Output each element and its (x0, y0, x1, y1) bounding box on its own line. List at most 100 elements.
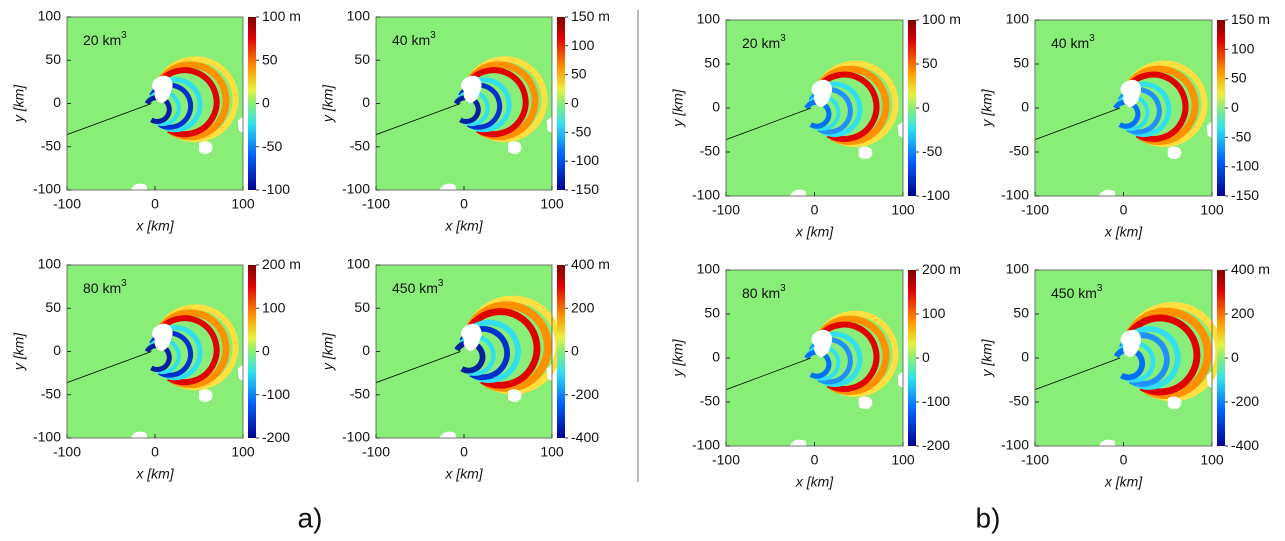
x-tick-label: -100 (1021, 202, 1049, 218)
colorbar-tick-label: 200 (571, 299, 595, 315)
colorbar-value: -400 (571, 429, 599, 445)
colorbar-tick-label: -100 (922, 187, 950, 203)
y-axis-label: y [km] (670, 88, 686, 127)
colorbar-tick-label: 100 (262, 299, 286, 315)
y-tick-label: -100 (1001, 437, 1029, 453)
x-tick-label: 100 (231, 196, 255, 212)
y-axis-label: y [km] (320, 84, 336, 123)
wave-front (1126, 60, 1208, 148)
panel-label: b) (976, 502, 1001, 533)
plot: 20 km3 -100 0 100 100 50 0 -50 -100 x [km] y [km] 1… (670, 11, 961, 240)
x-tick-label: -100 (362, 444, 390, 460)
colorbar-tick-label: -100 (1231, 157, 1259, 173)
y-axis-label: y [km] (11, 332, 27, 371)
island (546, 364, 552, 381)
colorbar-unit: m (949, 261, 961, 277)
colorbar-tick-label: 0 (1231, 99, 1239, 115)
y-tick-label: 100 (38, 8, 62, 24)
colorbar-tick-label: -100 (262, 181, 290, 197)
island (461, 323, 482, 352)
colorbar-value: 0 (1231, 99, 1239, 115)
x-tick-label: -100 (53, 196, 81, 212)
island (237, 364, 243, 381)
x-tick-label: -100 (712, 202, 740, 218)
volume: 40 km (392, 32, 430, 48)
x-tick-label: -100 (53, 444, 81, 460)
wave-front (467, 301, 552, 393)
y-tick-label: -100 (1001, 187, 1029, 203)
colorbar-tick-label: -50 (922, 143, 942, 159)
island (897, 371, 903, 388)
colorbar-value: 50 (1231, 69, 1247, 85)
volume: 20 km (83, 32, 121, 48)
y-tick-label: 100 (347, 256, 371, 272)
colorbar-tick-label: -100 (571, 152, 599, 168)
wave-front (158, 56, 239, 143)
wave-front (154, 315, 220, 386)
profile-line (375, 103, 461, 136)
colorbar-value: -100 (262, 385, 290, 401)
x-axis-label: x [km] (1104, 224, 1143, 240)
island (199, 389, 213, 402)
wave-front (155, 61, 230, 141)
field (1035, 20, 1212, 196)
volume-label: 450 km3 (1051, 283, 1103, 301)
colorbar-tick-label: 100 m (922, 11, 961, 27)
wave-front (467, 56, 548, 143)
colorbar-tick-label: 200 m (262, 256, 301, 272)
colorbar-tick-label: 100 (1231, 40, 1255, 56)
plot: 80 km3 -100 0 100 100 50 0 -50 -100 x [km] y [km] 2… (670, 261, 961, 490)
wave-front (1124, 65, 1199, 146)
x-axis-label: x [km] (1104, 474, 1143, 490)
island (811, 79, 833, 108)
volume: 80 km (83, 280, 121, 296)
volume-label: 20 km3 (742, 33, 786, 51)
y-tick-label: 50 (1013, 55, 1029, 71)
y-tick-label: -50 (350, 385, 370, 401)
colorbar-value: -100 (1231, 157, 1259, 173)
island (439, 431, 456, 438)
colorbar-value: -100 (571, 152, 599, 168)
volume-label: 450 km3 (392, 278, 444, 296)
volume: 450 km (392, 280, 438, 296)
colorbar (557, 17, 565, 190)
x-axis-label: x [km] (135, 218, 174, 234)
colorbar-tick-label: 150 m (571, 8, 610, 24)
y-tick-label: 0 (53, 342, 61, 358)
colorbar-value: 50 (262, 51, 278, 67)
y-tick-label: 0 (712, 349, 720, 365)
y-axis-label: y [km] (979, 88, 995, 127)
volume: 20 km (742, 35, 780, 51)
colorbar-tick-label: 0 (262, 342, 270, 358)
y-tick-label: 50 (45, 299, 61, 315)
field (67, 17, 243, 190)
colorbar-unit: m (598, 8, 610, 24)
y-tick-label: -100 (692, 437, 720, 453)
x-tick-label: 100 (540, 196, 564, 212)
x-tick-label: 100 (540, 444, 564, 460)
island (508, 389, 522, 402)
colorbar (1217, 270, 1225, 446)
volume-exponent: 3 (780, 283, 786, 294)
island (858, 396, 873, 410)
colorbar-tick-label: 50 (571, 65, 587, 81)
plot: 20 km3 -100 0 100 100 50 0 -50 -100 x [km] y [km] 1… (11, 8, 301, 234)
y-tick-label: -50 (41, 137, 61, 153)
x-tick-label: 0 (460, 196, 468, 212)
profile-line (375, 351, 461, 384)
y-tick-label: 50 (45, 51, 61, 67)
colorbar-tick-label: -200 (571, 385, 599, 401)
colorbar (908, 270, 916, 446)
colorbar-tick-label: -100 (922, 393, 950, 409)
wave-front (144, 95, 172, 124)
colorbar-unit: m (1258, 261, 1270, 277)
colorbar-value: 200 (262, 256, 286, 272)
y-tick-label: -50 (1009, 393, 1029, 409)
colorbar-value: 0 (922, 99, 930, 115)
island (237, 116, 243, 133)
volume-label: 80 km3 (742, 283, 786, 301)
wave-front (1124, 314, 1201, 396)
colorbar-tick-label: 50 (262, 51, 278, 67)
colorbar-tick-label: 400 m (1231, 261, 1270, 277)
